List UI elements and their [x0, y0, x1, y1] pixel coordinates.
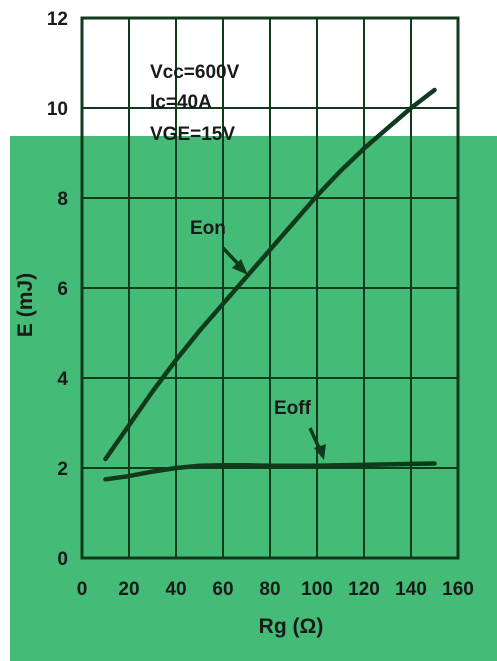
y-tick-labels: 0 2 4 6 8 10 12	[47, 9, 69, 570]
condition-vcc: Vcc=600V	[150, 62, 240, 83]
y-tick-label: 10	[47, 99, 68, 120]
y-tick-label: 6	[57, 279, 68, 300]
x-tick-labels: 0 20 40 60 80 100 120 140 160	[77, 579, 474, 600]
x-tick-label: 80	[259, 579, 280, 600]
eon-arrowhead	[232, 259, 248, 275]
y-tick-label: 8	[57, 189, 68, 210]
x-axis-label: Rg (Ω)	[259, 615, 324, 638]
x-tick-label: 120	[348, 579, 380, 600]
x-tick-label: 20	[118, 579, 139, 600]
y-axis-label: E (mJ)	[14, 273, 37, 337]
series-label-eon: Eon	[190, 218, 226, 239]
series-lines	[103, 87, 437, 482]
series-line-eon	[103, 87, 437, 462]
x-tick-label: 40	[165, 579, 186, 600]
x-tick-label: 60	[212, 579, 233, 600]
condition-ic: Ic=40A	[150, 92, 212, 113]
x-tick-label: 0	[77, 579, 88, 600]
x-tick-label: 160	[442, 579, 474, 600]
x-tick-label: 140	[395, 579, 427, 600]
condition-vge: VGE=15V	[150, 124, 235, 145]
y-tick-label: 2	[57, 459, 68, 480]
plot-frame	[80, 16, 460, 560]
y-tick-label: 12	[47, 9, 68, 30]
series-label-eoff: Eoff	[274, 398, 312, 419]
series-line-eoff	[103, 461, 437, 482]
y-tick-label: 4	[57, 369, 68, 390]
eoff-arrow	[308, 427, 322, 451]
eoff-arrowhead	[314, 444, 326, 460]
y-tick-label: 0	[57, 549, 68, 570]
x-tick-label: 100	[301, 579, 333, 600]
green-panel	[10, 136, 497, 661]
